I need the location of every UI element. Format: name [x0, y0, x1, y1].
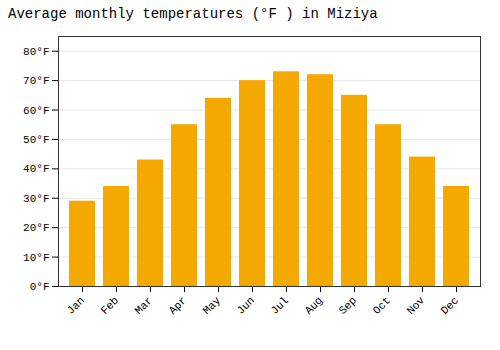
- svg-text:20°F: 20°F: [23, 222, 49, 234]
- svg-text:Oct: Oct: [371, 294, 393, 316]
- svg-text:80°F: 80°F: [23, 46, 49, 58]
- svg-text:Jan: Jan: [65, 294, 87, 316]
- svg-text:50°F: 50°F: [23, 134, 49, 146]
- svg-text:10°F: 10°F: [23, 252, 49, 264]
- svg-text:Feb: Feb: [99, 294, 121, 316]
- svg-text:Jun: Jun: [235, 294, 257, 316]
- svg-text:Jul: Jul: [269, 294, 291, 316]
- svg-text:Nov: Nov: [405, 294, 428, 317]
- html-text:Average monthly temperatures (: Average monthly temperatures (°F ) in Mi…: [8, 6, 378, 22]
- svg-text:Aug: Aug: [303, 294, 325, 316]
- svg-text:70°F: 70°F: [23, 75, 49, 87]
- svg-text:30°F: 30°F: [23, 193, 49, 205]
- svg-text:Apr: Apr: [167, 294, 189, 316]
- svg-text:40°F: 40°F: [23, 163, 49, 175]
- svg-text:Dec: Dec: [439, 294, 461, 316]
- svg-text:Sep: Sep: [337, 294, 359, 316]
- svg-text:0°F: 0°F: [30, 281, 50, 293]
- svg-text:May: May: [201, 294, 224, 317]
- svg-text:60°F: 60°F: [23, 105, 49, 117]
- svg-text:Mar: Mar: [133, 294, 155, 316]
